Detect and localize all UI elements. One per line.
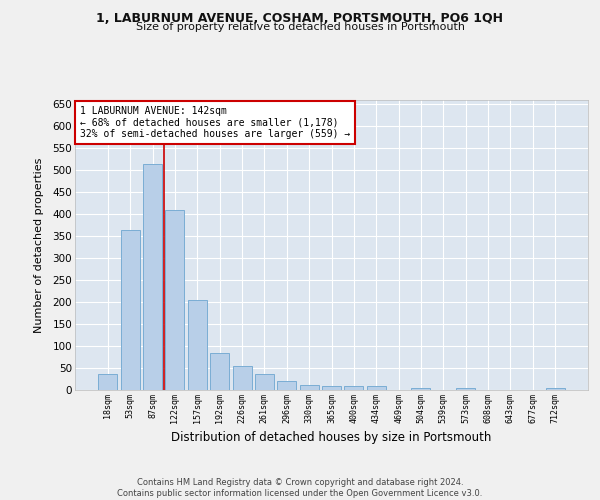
Bar — [344, 386, 364, 390]
Text: Size of property relative to detached houses in Portsmouth: Size of property relative to detached ho… — [136, 22, 464, 32]
Bar — [545, 388, 565, 390]
Bar — [98, 374, 118, 390]
Bar — [210, 352, 229, 390]
Text: 1 LABURNUM AVENUE: 142sqm
← 68% of detached houses are smaller (1,178)
32% of se: 1 LABURNUM AVENUE: 142sqm ← 68% of detac… — [80, 106, 350, 139]
Bar — [121, 230, 140, 390]
Bar — [456, 388, 475, 390]
Bar — [322, 386, 341, 390]
Bar — [188, 300, 207, 390]
X-axis label: Distribution of detached houses by size in Portsmouth: Distribution of detached houses by size … — [172, 431, 491, 444]
Bar — [367, 386, 386, 390]
Y-axis label: Number of detached properties: Number of detached properties — [34, 158, 44, 332]
Bar — [277, 381, 296, 390]
Text: Contains HM Land Registry data © Crown copyright and database right 2024.
Contai: Contains HM Land Registry data © Crown c… — [118, 478, 482, 498]
Bar — [143, 164, 162, 390]
Bar — [299, 384, 319, 390]
Bar — [255, 374, 274, 390]
Bar — [166, 210, 184, 390]
Bar — [412, 388, 430, 390]
Bar — [233, 366, 251, 390]
Text: 1, LABURNUM AVENUE, COSHAM, PORTSMOUTH, PO6 1QH: 1, LABURNUM AVENUE, COSHAM, PORTSMOUTH, … — [97, 12, 503, 26]
